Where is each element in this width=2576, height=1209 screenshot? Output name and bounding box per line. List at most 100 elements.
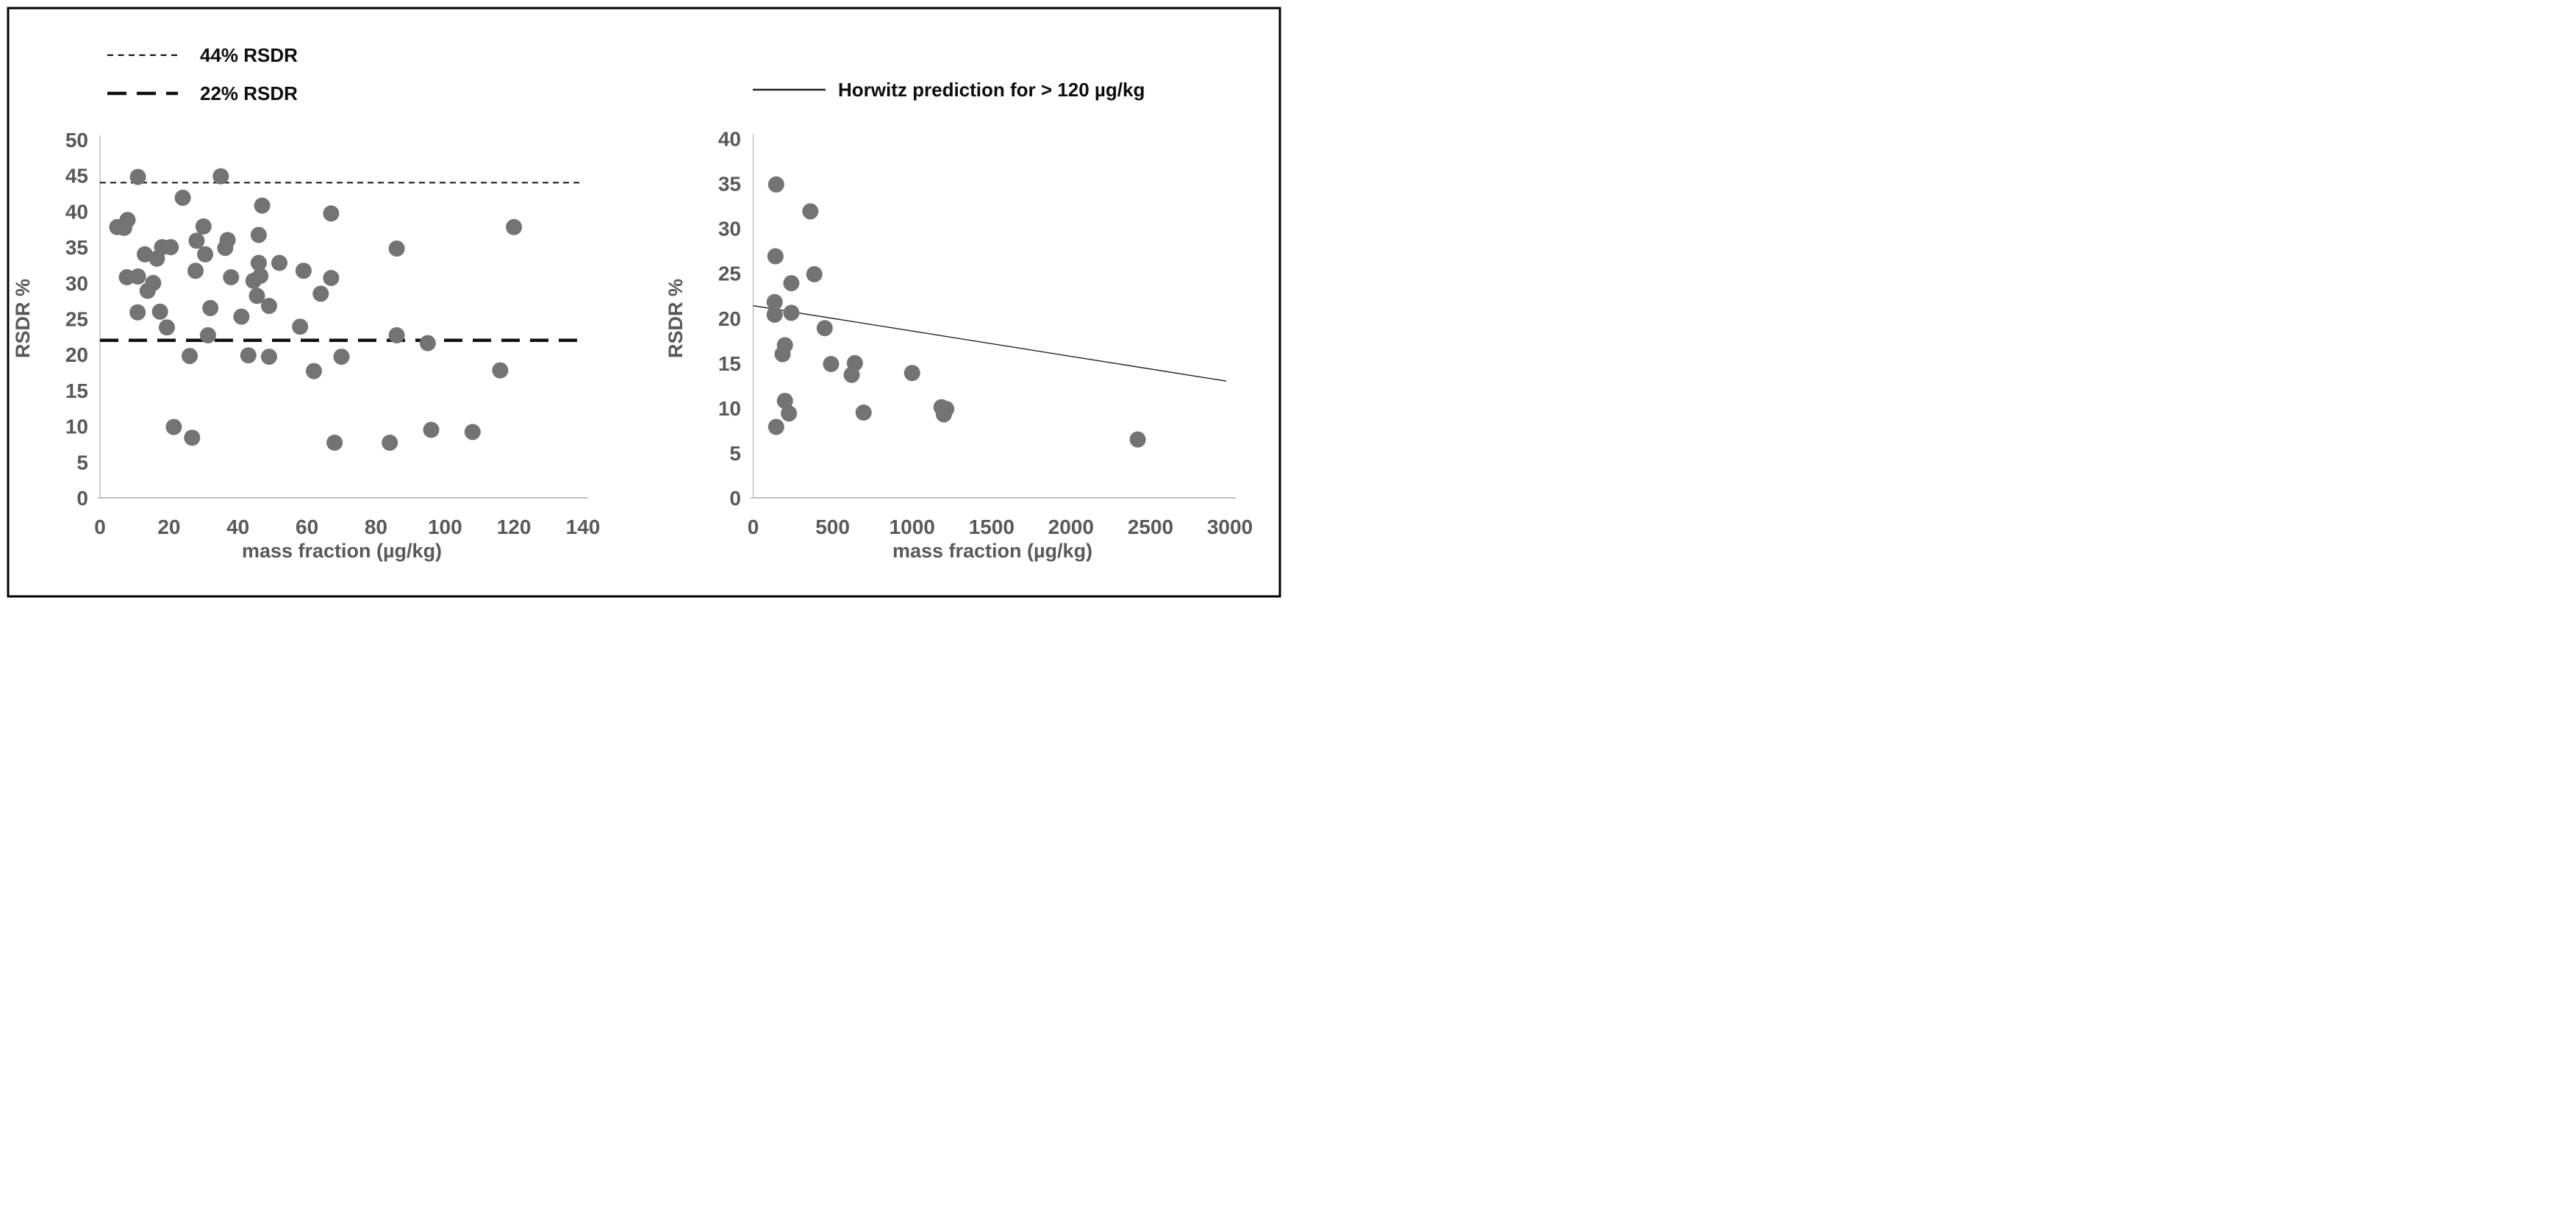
rsdr-scatter-figure: 0 20 40 60 80 100 120 140 05101520253035404550 … bbox=[7, 7, 1281, 598]
data-point bbox=[823, 356, 840, 372]
data-point bbox=[783, 304, 800, 321]
y-tick-label: 50 bbox=[65, 129, 88, 151]
x-tick-label: 80 bbox=[365, 516, 387, 538]
data-point bbox=[802, 203, 819, 220]
y-tick-label: 45 bbox=[65, 165, 88, 188]
data-point bbox=[223, 269, 240, 285]
x-tick-label: 0 bbox=[94, 516, 106, 538]
y-tick-label: 35 bbox=[65, 236, 88, 259]
y-tick-label: 10 bbox=[718, 397, 741, 420]
data-point bbox=[768, 176, 784, 193]
data-point bbox=[212, 168, 229, 185]
data-point bbox=[506, 218, 523, 235]
data-point bbox=[767, 248, 784, 265]
data-point bbox=[323, 205, 340, 222]
data-point bbox=[261, 349, 277, 365]
y-tick-label: 35 bbox=[718, 173, 741, 196]
data-point bbox=[935, 406, 952, 423]
data-point bbox=[423, 421, 440, 438]
data-point bbox=[766, 306, 783, 323]
left-x-axis-title: mass fraction (µg/kg) bbox=[242, 540, 442, 562]
y-tick-label: 0 bbox=[76, 487, 88, 510]
data-point bbox=[129, 168, 146, 185]
data-point bbox=[252, 268, 269, 285]
right-y-axis-title: RSDR % bbox=[665, 279, 687, 358]
data-point bbox=[783, 275, 800, 292]
left-legend: 44% RSDR 22% RSDR bbox=[107, 44, 298, 104]
data-point bbox=[233, 308, 250, 325]
data-point bbox=[419, 335, 436, 352]
data-point bbox=[197, 246, 214, 263]
right-x-tick-labels: 0 500 1000 1500 2000 2500 3000 bbox=[748, 516, 1253, 538]
data-point bbox=[766, 293, 783, 310]
data-point bbox=[312, 285, 329, 302]
x-tick-label: 2500 bbox=[1128, 516, 1173, 538]
data-point bbox=[855, 404, 872, 421]
data-point bbox=[382, 435, 398, 451]
legend-label-22pct: 22% RSDR bbox=[200, 82, 298, 104]
data-point bbox=[159, 319, 175, 336]
data-point bbox=[199, 327, 216, 343]
y-tick-label: 0 bbox=[729, 487, 741, 510]
y-tick-label: 15 bbox=[65, 379, 88, 402]
data-point bbox=[843, 366, 860, 383]
x-tick-label: 60 bbox=[296, 516, 318, 538]
y-tick-label: 20 bbox=[718, 307, 741, 330]
data-point bbox=[240, 347, 257, 364]
data-point bbox=[250, 227, 267, 243]
data-point bbox=[202, 299, 219, 316]
y-tick-label: 40 bbox=[65, 200, 88, 223]
y-tick-label: 25 bbox=[65, 308, 88, 331]
x-tick-label: 100 bbox=[428, 516, 462, 538]
left-y-axis-title: RSDR % bbox=[12, 279, 34, 358]
x-tick-label: 3000 bbox=[1207, 516, 1253, 538]
x-tick-label: 0 bbox=[748, 516, 759, 538]
x-tick-label: 120 bbox=[497, 516, 532, 538]
data-point bbox=[292, 318, 309, 335]
data-point bbox=[165, 418, 182, 435]
data-point bbox=[129, 268, 146, 285]
data-point bbox=[188, 232, 205, 249]
right-chart: 0 500 1000 1500 2000 2500 3000 0 5 10 15 20 25 30 35 4… bbox=[665, 79, 1253, 562]
right-y-tick-labels: 0 5 10 15 20 25 30 35 40 bbox=[718, 128, 741, 510]
data-point bbox=[776, 393, 793, 410]
data-point bbox=[806, 265, 823, 282]
data-point bbox=[217, 240, 234, 257]
data-point bbox=[182, 348, 198, 365]
data-point bbox=[187, 263, 204, 279]
data-point bbox=[781, 405, 798, 422]
horwitz-trend-line bbox=[753, 305, 1227, 382]
y-tick-label: 10 bbox=[65, 416, 88, 438]
data-point bbox=[184, 429, 201, 446]
y-tick-label: 30 bbox=[718, 218, 741, 240]
data-point bbox=[149, 250, 165, 267]
data-point bbox=[295, 263, 312, 279]
data-point bbox=[129, 304, 146, 321]
data-point bbox=[248, 288, 265, 304]
legend-label-44pct: 44% RSDR bbox=[200, 44, 298, 66]
legend-label-horwitz: Horwitz prediction for > 120 µg/kg bbox=[838, 79, 1145, 101]
left-points-group bbox=[109, 168, 523, 451]
x-tick-label: 40 bbox=[226, 516, 249, 538]
data-point bbox=[492, 362, 509, 379]
x-tick-label: 1500 bbox=[969, 516, 1015, 538]
data-point bbox=[774, 346, 791, 363]
data-point bbox=[139, 282, 156, 299]
data-point bbox=[816, 320, 833, 337]
left-chart: 0 20 40 60 80 100 120 140 05101520253035404550 … bbox=[12, 44, 600, 562]
left-y-tick-labels: 0 5 10 15 20 25 30 35 40 45 50 bbox=[65, 129, 88, 510]
x-tick-label: 2000 bbox=[1048, 516, 1094, 538]
data-point bbox=[254, 197, 271, 214]
right-legend: Horwitz prediction for > 120 µg/kg bbox=[753, 79, 1145, 101]
right-x-axis-title: mass fraction (µg/kg) bbox=[892, 540, 1092, 562]
y-tick-label: 5 bbox=[76, 451, 88, 474]
right-points-group bbox=[766, 176, 1146, 448]
data-point bbox=[250, 254, 267, 271]
data-point bbox=[271, 254, 287, 271]
data-point bbox=[261, 298, 277, 314]
data-point bbox=[904, 365, 920, 382]
data-point bbox=[174, 189, 191, 206]
x-tick-label: 500 bbox=[815, 516, 850, 538]
data-point bbox=[326, 435, 343, 451]
x-tick-label: 140 bbox=[566, 516, 601, 538]
